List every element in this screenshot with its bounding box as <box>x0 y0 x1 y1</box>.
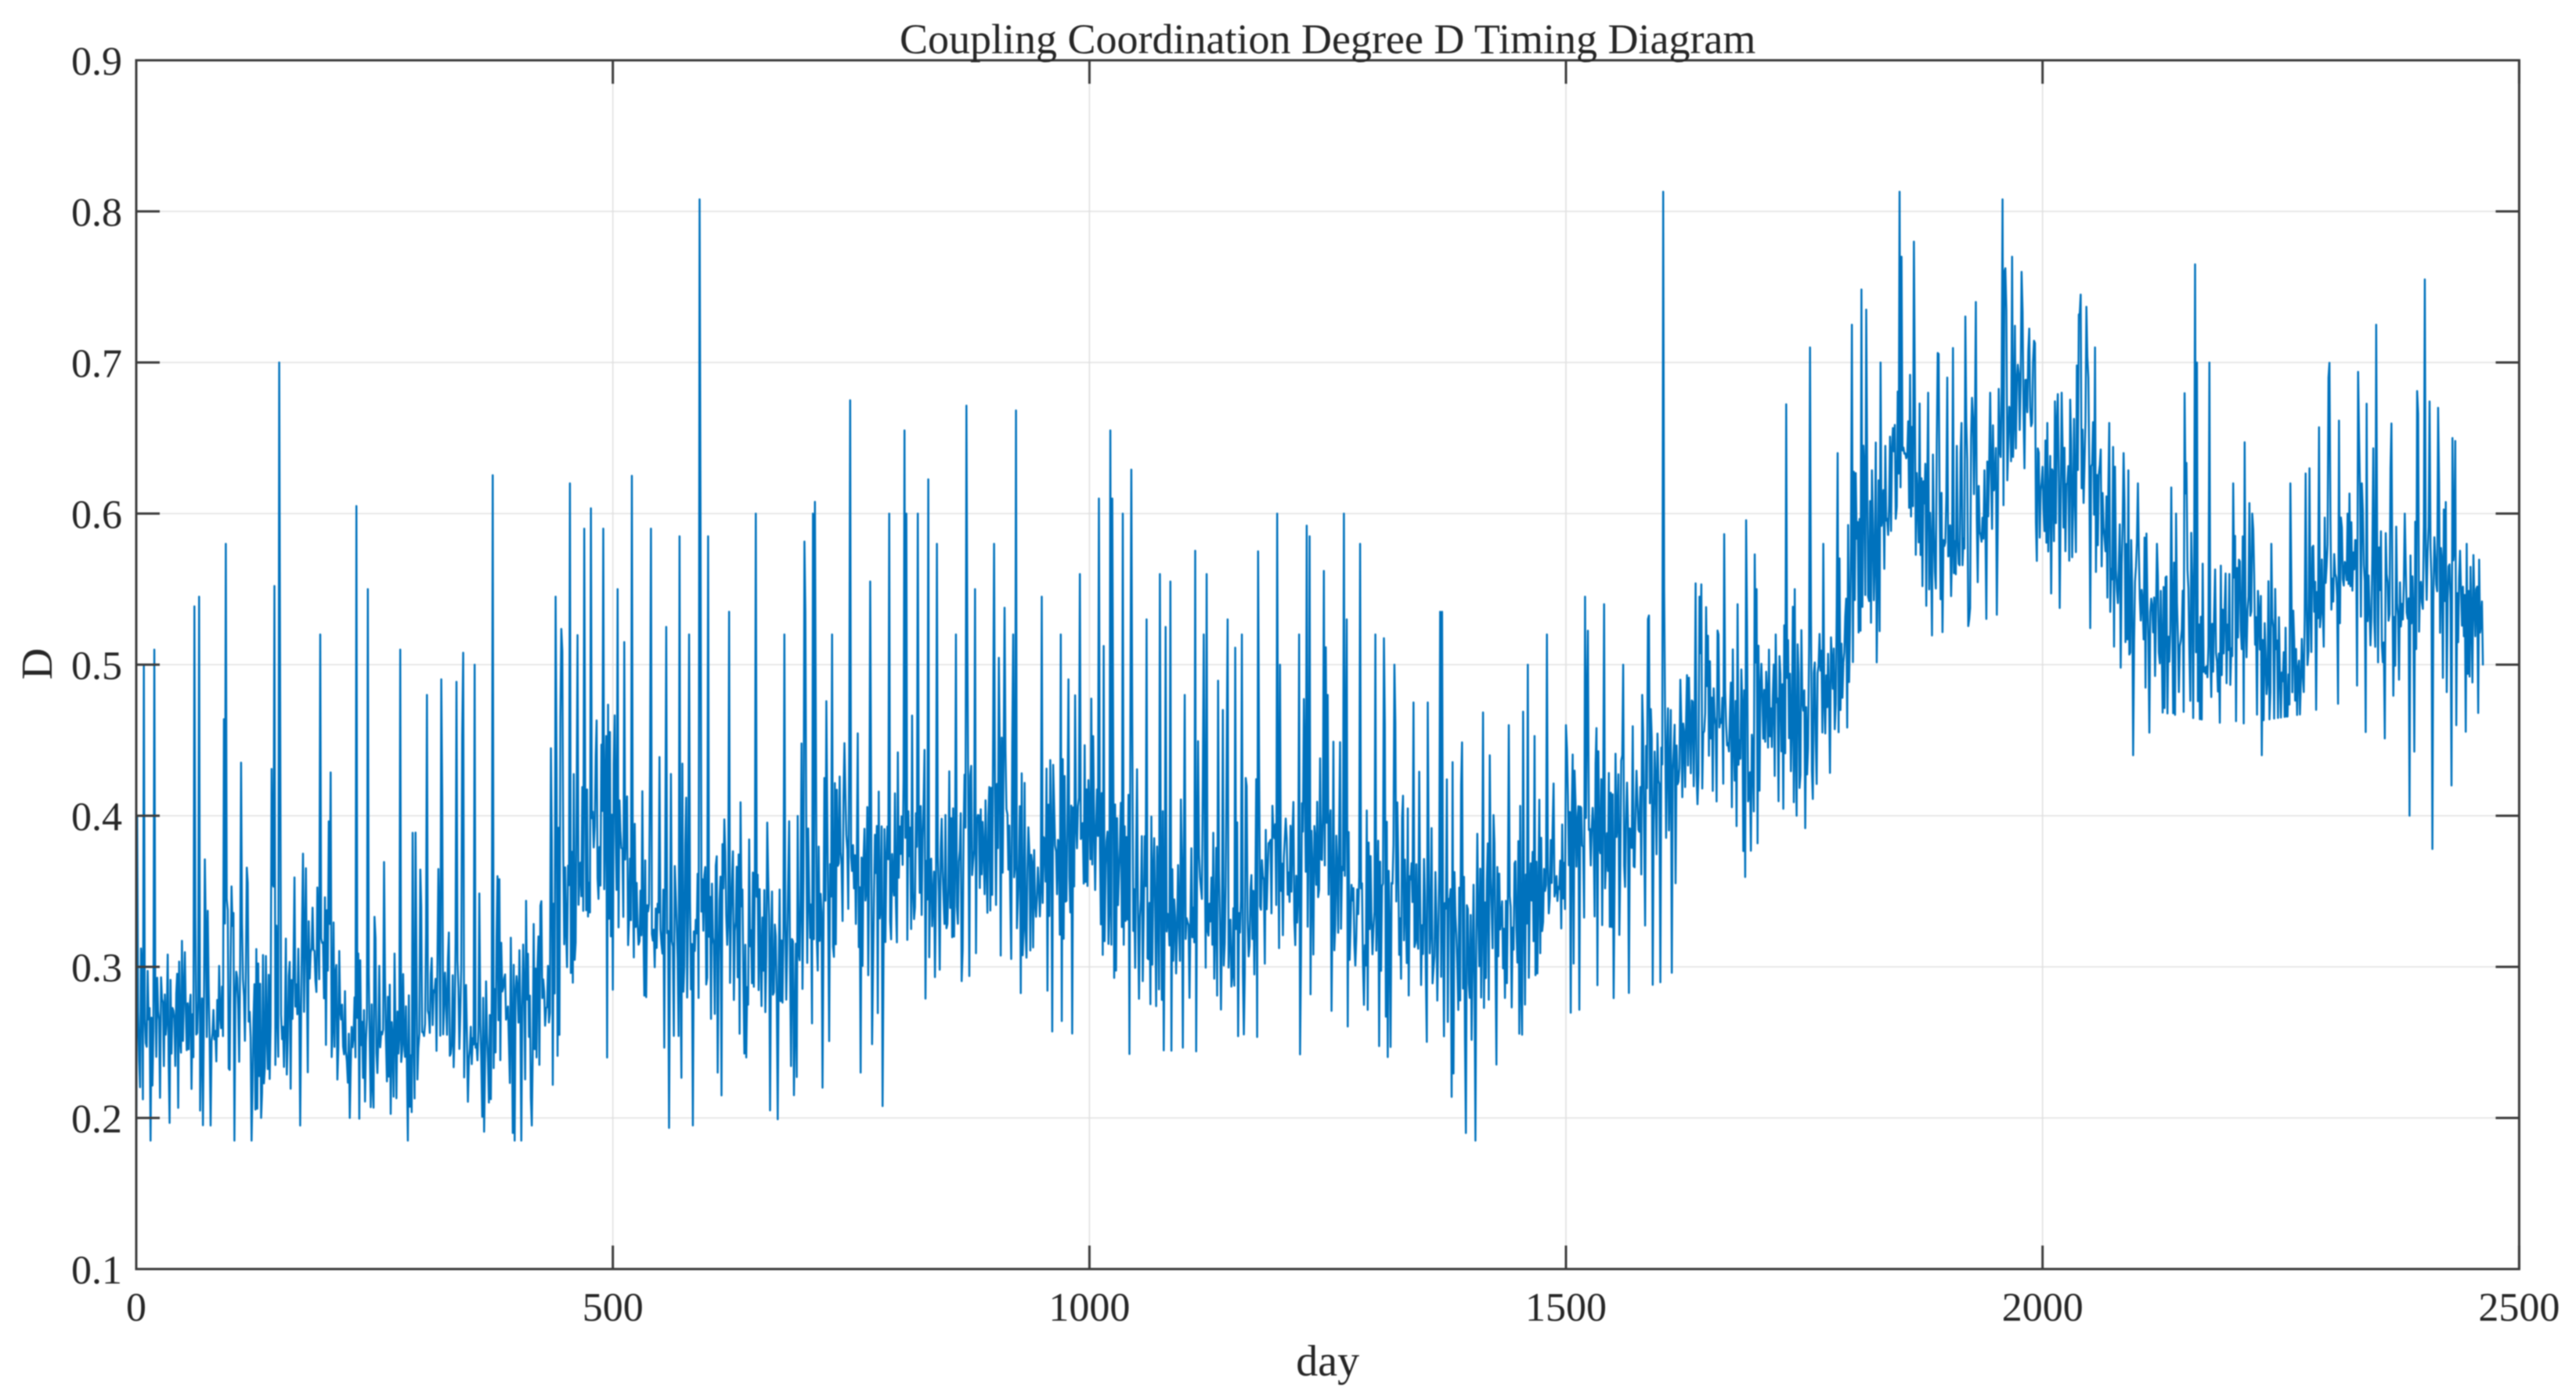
svg-text:1500: 1500 <box>1525 1285 1607 1330</box>
svg-text:1000: 1000 <box>1048 1285 1130 1330</box>
svg-text:500: 500 <box>583 1285 644 1330</box>
svg-text:D: D <box>13 648 62 680</box>
svg-text:0.1: 0.1 <box>71 1249 122 1293</box>
svg-text:0.8: 0.8 <box>71 191 122 236</box>
svg-text:0.5: 0.5 <box>71 644 122 689</box>
svg-text:0.2: 0.2 <box>71 1098 122 1142</box>
svg-text:Coupling Coordination Degree D: Coupling Coordination Degree D Timing Di… <box>900 16 1755 63</box>
svg-text:2000: 2000 <box>2002 1285 2084 1330</box>
svg-text:0.9: 0.9 <box>71 40 122 85</box>
svg-text:day: day <box>1296 1337 1359 1386</box>
svg-text:0.4: 0.4 <box>71 795 122 840</box>
svg-text:0.7: 0.7 <box>71 342 122 387</box>
svg-text:0.6: 0.6 <box>71 493 122 538</box>
svg-text:0.3: 0.3 <box>71 946 122 991</box>
svg-text:0: 0 <box>126 1285 146 1330</box>
svg-text:2500: 2500 <box>2478 1285 2560 1330</box>
